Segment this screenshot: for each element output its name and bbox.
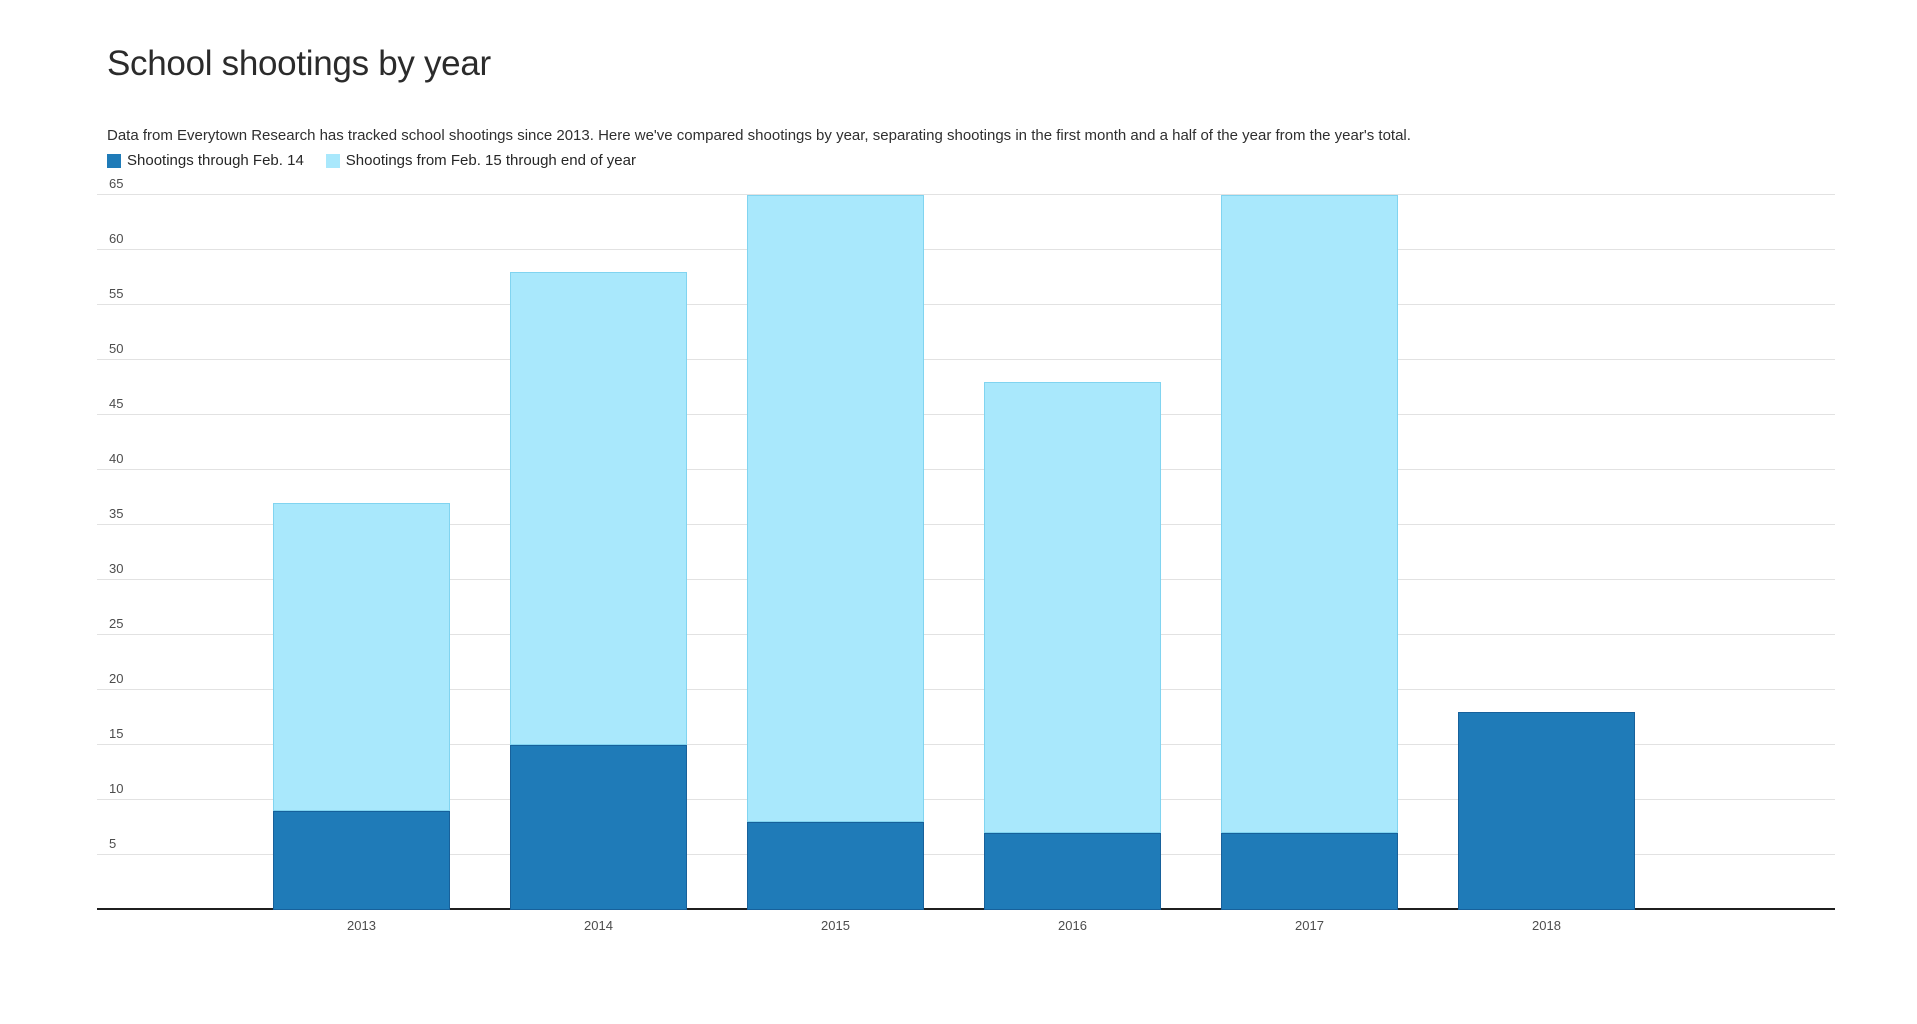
- y-tick-label-60: 60: [109, 231, 124, 246]
- chart-subtitle: Data from Everytown Research has tracked…: [107, 127, 1411, 144]
- legend-swatch-icon: [107, 153, 121, 168]
- gridline-y-25: [97, 634, 1835, 635]
- y-tick-label-65: 65: [109, 176, 124, 191]
- legend-item-1: Shootings from Feb. 15 through end of ye…: [325, 152, 636, 169]
- y-tick-label-55: 55: [109, 286, 124, 301]
- y-tick-label-45: 45: [109, 396, 124, 411]
- gridline-y-5: [97, 854, 1835, 855]
- gridline-y-55: [97, 304, 1835, 305]
- legend-label: Shootings from Feb. 15 through end of ye…: [345, 152, 636, 169]
- bar-segment-2015-series-0[interactable]: [747, 822, 924, 910]
- y-tick-label-5: 5: [109, 836, 117, 851]
- y-tick-label-35: 35: [109, 506, 124, 521]
- legend-item-0: Shootings through Feb. 14: [107, 152, 304, 169]
- gridline-y-35: [97, 524, 1835, 525]
- y-tick-label-40: 40: [109, 451, 124, 466]
- gridline-y-40: [97, 469, 1835, 470]
- bar-segment-2013-series-0[interactable]: [273, 811, 450, 910]
- bar-segment-2014-series-0[interactable]: [510, 745, 687, 910]
- y-tick-label-25: 25: [109, 616, 124, 631]
- gridline-y-20: [97, 689, 1835, 690]
- gridline-y-65: [97, 194, 1835, 195]
- bar-segment-2016-series-1[interactable]: [984, 382, 1161, 833]
- bar-segment-2015-series-1[interactable]: [747, 195, 924, 822]
- x-axis-baseline: [97, 908, 1835, 910]
- gridline-y-15: [97, 744, 1835, 745]
- y-tick-label-20: 20: [109, 671, 124, 686]
- legend-swatch-icon: [325, 153, 340, 168]
- y-tick-label-30: 30: [109, 561, 124, 576]
- y-tick-label-50: 50: [109, 341, 124, 356]
- legend-label: Shootings through Feb. 14: [127, 152, 304, 169]
- gridline-y-60: [97, 249, 1835, 250]
- chart-plot-area: 5 10 15 20 25 30 35 40 45 50 55 60 65 2013 2014 2015 201…: [97, 176, 1835, 933]
- x-tick-label-2015: 2015: [821, 918, 850, 933]
- x-tick-label-2013: 2013: [347, 918, 376, 933]
- bar-segment-2014-series-1[interactable]: [510, 272, 687, 745]
- bar-segment-2017-series-0[interactable]: [1221, 833, 1398, 910]
- bar-segment-2018-series-0[interactable]: [1458, 712, 1635, 910]
- gridline-y-10: [97, 799, 1835, 800]
- bar-segment-2017-series-1[interactable]: [1221, 195, 1398, 833]
- y-tick-label-15: 15: [109, 726, 124, 741]
- x-tick-label-2018: 2018: [1532, 918, 1561, 933]
- gridline-y-50: [97, 359, 1835, 360]
- bar-segment-2016-series-0[interactable]: [984, 833, 1161, 910]
- x-tick-label-2016: 2016: [1058, 918, 1087, 933]
- x-tick-label-2017: 2017: [1295, 918, 1324, 933]
- x-tick-label-2014: 2014: [584, 918, 613, 933]
- gridline-y-30: [97, 579, 1835, 580]
- y-tick-label-10: 10: [109, 781, 124, 796]
- bar-segment-2013-series-1[interactable]: [273, 503, 450, 811]
- legend: Shootings through Feb. 14 Shootings from …: [107, 152, 636, 169]
- gridline-y-45: [97, 414, 1835, 415]
- chart-title: School shootings by year: [107, 44, 491, 83]
